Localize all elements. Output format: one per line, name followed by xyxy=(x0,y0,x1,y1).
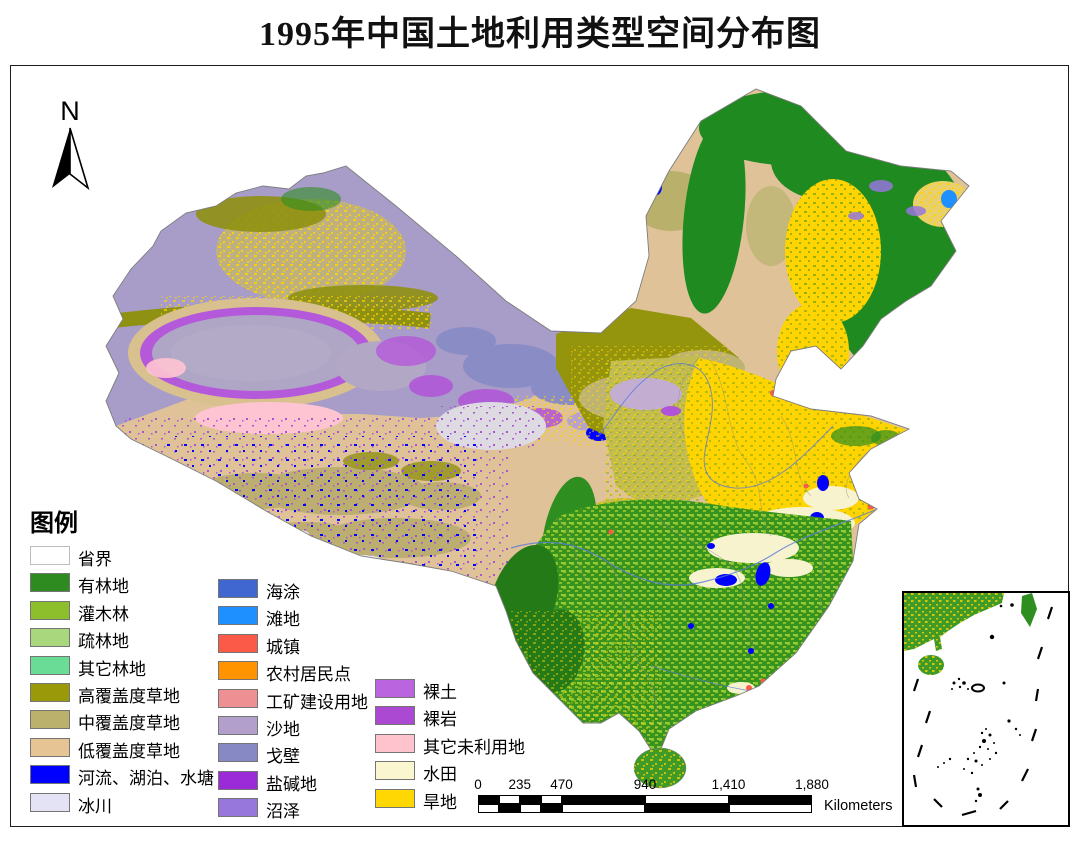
scale-bar-segment xyxy=(645,804,729,813)
scale-unit-label: Kilometers xyxy=(824,798,893,814)
scale-bar-segment xyxy=(561,795,645,804)
south-china-sea-inset xyxy=(902,591,1070,827)
scale-tick-label: 1,880 xyxy=(795,777,829,792)
legend-label: 其它林地 xyxy=(78,659,146,679)
legend-label: 有林地 xyxy=(78,577,129,597)
scale-bar-segment xyxy=(478,795,499,804)
legend-label: 戈壁 xyxy=(266,747,300,767)
legend-label: 旱地 xyxy=(423,792,457,812)
legend-swatch xyxy=(30,710,70,730)
legend-label: 中覆盖度草地 xyxy=(78,714,180,734)
inset-map xyxy=(904,593,1054,817)
legend-label: 低覆盖度草地 xyxy=(78,741,180,761)
legend-label: 裸土 xyxy=(423,683,457,702)
scale-bar-segment xyxy=(540,795,562,804)
legend-swatch xyxy=(375,706,415,726)
scale-tick-label: 235 xyxy=(508,777,532,792)
legend-swatch xyxy=(30,683,70,702)
legend-label: 疏林地 xyxy=(78,632,129,652)
legend-swatch xyxy=(218,579,258,598)
legend-label: 农村居民点 xyxy=(266,665,351,685)
legend-label: 海涂 xyxy=(266,583,300,602)
scale-bar-segment xyxy=(728,804,812,813)
legend-label: 沼泽 xyxy=(266,802,300,822)
legend-label: 省界 xyxy=(78,550,112,569)
scale-bar-segment xyxy=(561,804,645,813)
legend-swatch xyxy=(218,716,258,735)
scale-tick-label: 1,410 xyxy=(711,777,746,792)
scale-bar: 0 235 470 940 1,410 1,880 Kilometers xyxy=(474,777,908,825)
legend-swatch xyxy=(218,633,258,653)
legend-swatch xyxy=(30,628,70,648)
legend-label: 城镇 xyxy=(266,637,300,657)
north-arrow-icon xyxy=(52,127,90,191)
scale-bar-segment xyxy=(478,804,499,813)
north-label: N xyxy=(60,96,80,126)
legend-swatch xyxy=(30,600,70,620)
legend-swatch xyxy=(218,688,258,708)
legend-swatch xyxy=(218,606,258,626)
legend-label: 工矿建设用地 xyxy=(266,692,368,712)
scale-bar-segment xyxy=(645,795,729,804)
legend-label: 沙地 xyxy=(266,720,300,739)
legend-swatch xyxy=(30,655,70,675)
legend-heading: 图例 xyxy=(30,511,78,537)
scale-bar-segment xyxy=(519,804,541,813)
legend-swatch xyxy=(30,573,70,593)
legend-label: 盐碱地 xyxy=(266,774,317,794)
scale-bar-segment xyxy=(519,795,541,804)
scale-tick-label: 940 xyxy=(633,777,657,792)
scale-bar-segment xyxy=(498,804,520,813)
legend-swatch xyxy=(218,661,258,681)
legend-swatch xyxy=(218,743,258,763)
legend-label: 水田 xyxy=(423,765,457,785)
legend-swatch xyxy=(30,737,70,757)
legend-swatch xyxy=(375,679,415,698)
legend-label: 河流、湖泊、水塘 xyxy=(78,769,214,789)
map-title: 1995年中国土地利用类型空间分布图 xyxy=(259,16,821,53)
legend-swatch xyxy=(30,765,70,785)
legend-swatch xyxy=(375,733,415,753)
scale-tick-label: 0 xyxy=(474,777,482,792)
legend-swatch xyxy=(375,788,415,808)
legend-label: 冰川 xyxy=(78,796,112,816)
legend-label: 其它未利用地 xyxy=(423,737,525,757)
legend-swatch xyxy=(30,546,70,565)
legend-swatch xyxy=(218,770,258,790)
legend-label: 滩地 xyxy=(266,610,300,630)
legend-label: 裸岩 xyxy=(423,710,457,730)
legend-swatch xyxy=(30,792,70,812)
north-arrow: N xyxy=(46,96,94,196)
scale-bar-segment xyxy=(728,795,812,804)
scale-bar-segment xyxy=(540,804,562,813)
legend-label: 灌木林 xyxy=(78,604,129,624)
legend-swatch xyxy=(218,798,258,818)
legend-label: 高覆盖度草地 xyxy=(78,687,180,706)
scale-tick-label: 470 xyxy=(550,777,573,792)
legend-swatch xyxy=(375,761,415,781)
scale-bar-segment xyxy=(498,795,520,804)
